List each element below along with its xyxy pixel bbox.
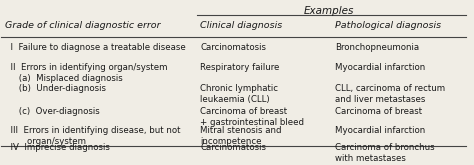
Text: III  Errors in identifying disease, but not
        organ/system: III Errors in identifying disease, but n…	[5, 126, 181, 146]
Text: Carcinoma of breast
+ gastrointestinal bleed: Carcinoma of breast + gastrointestinal b…	[201, 107, 304, 128]
Text: Respiratory failure: Respiratory failure	[201, 63, 280, 72]
Text: Carcinoma of bronchus
with metastases: Carcinoma of bronchus with metastases	[335, 143, 435, 163]
Text: I  Failure to diagnose a treatable disease: I Failure to diagnose a treatable diseas…	[5, 43, 186, 52]
Text: Clinical diagnosis: Clinical diagnosis	[201, 21, 283, 30]
Text: Chronic lymphatic
leukaemia (CLL): Chronic lymphatic leukaemia (CLL)	[201, 84, 278, 104]
Text: Myocardial infarction: Myocardial infarction	[335, 63, 425, 72]
Text: IV  Imprecise diagnosis: IV Imprecise diagnosis	[5, 143, 110, 152]
Text: Carcinomatosis: Carcinomatosis	[201, 143, 266, 152]
Text: CLL, carcinoma of rectum
and liver metastases: CLL, carcinoma of rectum and liver metas…	[335, 84, 445, 104]
Text: Myocardial infarction: Myocardial infarction	[335, 126, 425, 135]
Text: Bronchopneumonia: Bronchopneumonia	[335, 43, 419, 52]
Text: Examples: Examples	[304, 6, 354, 16]
Text: Mitral stenosis and
incompetence: Mitral stenosis and incompetence	[201, 126, 282, 146]
Text: II  Errors in identifying organ/system
     (a)  Misplaced diagnosis: II Errors in identifying organ/system (a…	[5, 63, 168, 83]
Text: (c)  Over-diagnosis: (c) Over-diagnosis	[5, 107, 100, 116]
Text: Carcinoma of breast: Carcinoma of breast	[335, 107, 422, 116]
Text: (b)  Under-diagnosis: (b) Under-diagnosis	[5, 84, 106, 93]
Text: Pathological diagnosis: Pathological diagnosis	[335, 21, 441, 30]
Text: Grade of clinical diagnostic error: Grade of clinical diagnostic error	[5, 21, 161, 30]
Text: Carcinomatosis: Carcinomatosis	[201, 43, 266, 52]
